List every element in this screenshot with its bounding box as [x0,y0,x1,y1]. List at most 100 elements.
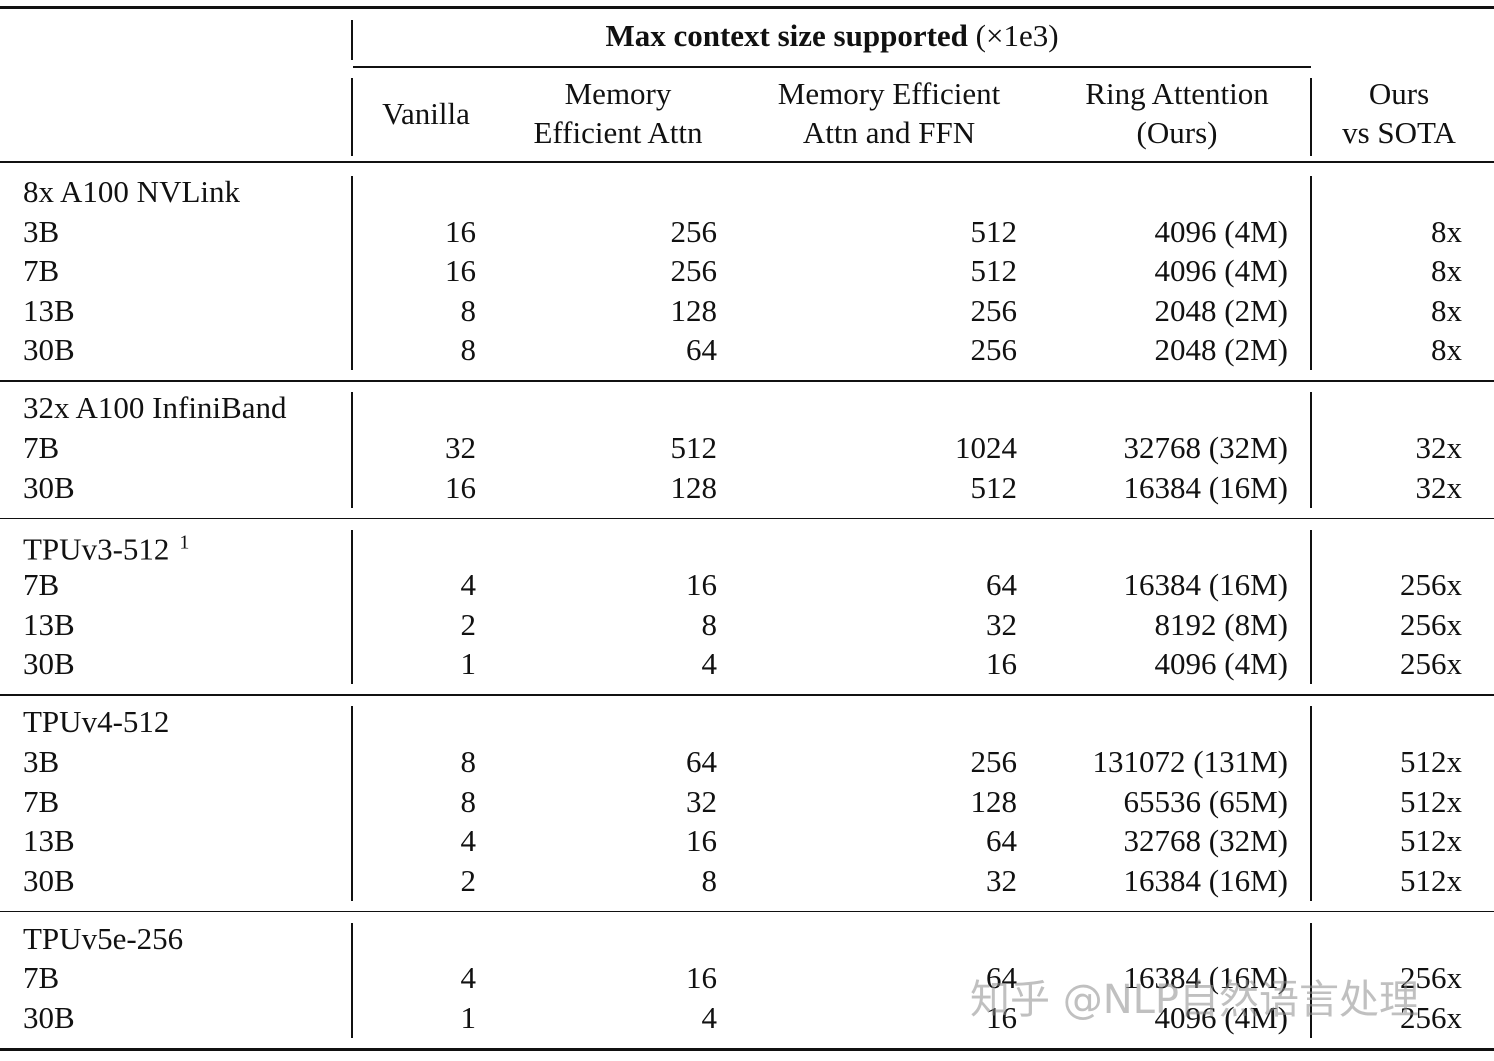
rule [1310,922,1312,1038]
section-title: TPUv4-512 [23,704,170,740]
cell: 4 [460,823,477,859]
cell: 16 [986,1000,1017,1035]
cell: 4 [701,646,718,682]
cell: 16384 (16M) [1123,960,1288,996]
cell: 2 [460,862,477,898]
rule [1310,176,1312,371]
row-label: 3B [23,744,60,779]
cell: 1 [460,646,477,682]
cell: 128 [670,292,718,328]
cell: 16 [445,469,476,505]
row-label: 7B [23,253,60,289]
cell: 2048 (2M) [1154,292,1288,328]
cell: 16 [445,213,476,249]
cell: 16384 (16M) [1123,567,1288,603]
cell: 1024 [955,430,1017,465]
rule [0,6,1494,9]
cell: 32768 (32M) [1123,823,1288,859]
cell: 32x [1415,469,1463,505]
cell: 256 [970,744,1018,779]
rule [1310,78,1312,156]
row-label: 30B [23,332,75,368]
cell: 64 [986,823,1017,859]
rule [351,392,353,508]
rule [0,910,1494,913]
row-label: 3B [23,213,60,249]
cell: 64 [986,960,1017,996]
cell: 512 [670,430,718,465]
row-label: 30B [23,646,75,682]
cell: 256x [1400,567,1462,603]
rule [351,529,353,685]
rule [351,78,353,156]
section-title: TPUv5e-256 [23,920,184,956]
cell: 16384 (16M) [1123,469,1288,505]
cell: 16 [986,646,1017,682]
column-header: Ring Attention [1085,76,1269,111]
row-label: 7B [23,430,60,465]
cell: 4 [701,1000,718,1035]
cell: 8 [701,862,718,898]
cell: 128 [970,783,1018,819]
row-label: 13B [23,606,75,642]
rule [353,66,1311,68]
cell: 64 [986,567,1017,603]
column-header: (Ours) [1136,115,1218,150]
cell: 4096 (4M) [1154,213,1288,249]
footnote-mark: 1 [179,530,190,553]
cell: 8 [701,606,718,642]
cell: 4 [460,960,477,996]
group-title: Max context size supported [605,18,968,53]
group-header: Max context size supported (×1e3) [605,18,1058,54]
cell: 512x [1400,823,1462,859]
rule [351,706,353,901]
section-title: TPUv3-512 1 [23,530,190,567]
section-title: 32x A100 InfiniBand [23,390,287,426]
rule [0,1048,1494,1051]
cell: 16 [445,253,476,289]
cell: 4096 (4M) [1154,1000,1288,1035]
column-header: vs SOTA [1342,115,1456,150]
cell: 4096 (4M) [1154,253,1288,289]
column-header: Memory Efficient [777,76,1001,111]
cell: 8x [1431,253,1462,289]
cell: 8 [460,292,477,328]
cell: 256x [1400,1000,1462,1035]
row-label: 13B [23,823,75,859]
rule [1310,706,1312,901]
rule [1310,392,1312,508]
cell: 2 [460,606,477,642]
cell: 8x [1431,213,1462,249]
cell: 16 [686,567,717,603]
rule [0,517,1494,520]
group-unit: (×1e3) [975,18,1059,53]
cell: 256 [970,292,1018,328]
row-label: 13B [23,292,75,328]
cell: 512x [1400,783,1462,819]
rule [0,694,1494,696]
row-label: 7B [23,960,60,996]
cell: 8 [460,744,477,779]
cell: 64 [686,332,717,368]
cell: 256x [1400,606,1462,642]
column-header: Ours [1368,76,1430,111]
rule [0,161,1494,163]
cell: 256x [1400,960,1462,996]
cell: 32 [686,783,717,819]
row-label: 30B [23,469,75,505]
column-header: Memory [564,76,672,111]
cell: 16 [686,960,717,996]
cell: 256 [670,213,718,249]
column-header: Vanilla [382,96,470,131]
cell: 32x [1415,430,1463,465]
cell: 16 [686,823,717,859]
cell: 32 [445,430,476,465]
rule [0,380,1494,382]
cell: 4 [460,567,477,603]
cell: 32768 (32M) [1123,430,1288,465]
cell: 8x [1431,332,1462,368]
rule [351,176,353,371]
section-title: 8x A100 NVLink [23,174,240,209]
rule [351,922,353,1038]
